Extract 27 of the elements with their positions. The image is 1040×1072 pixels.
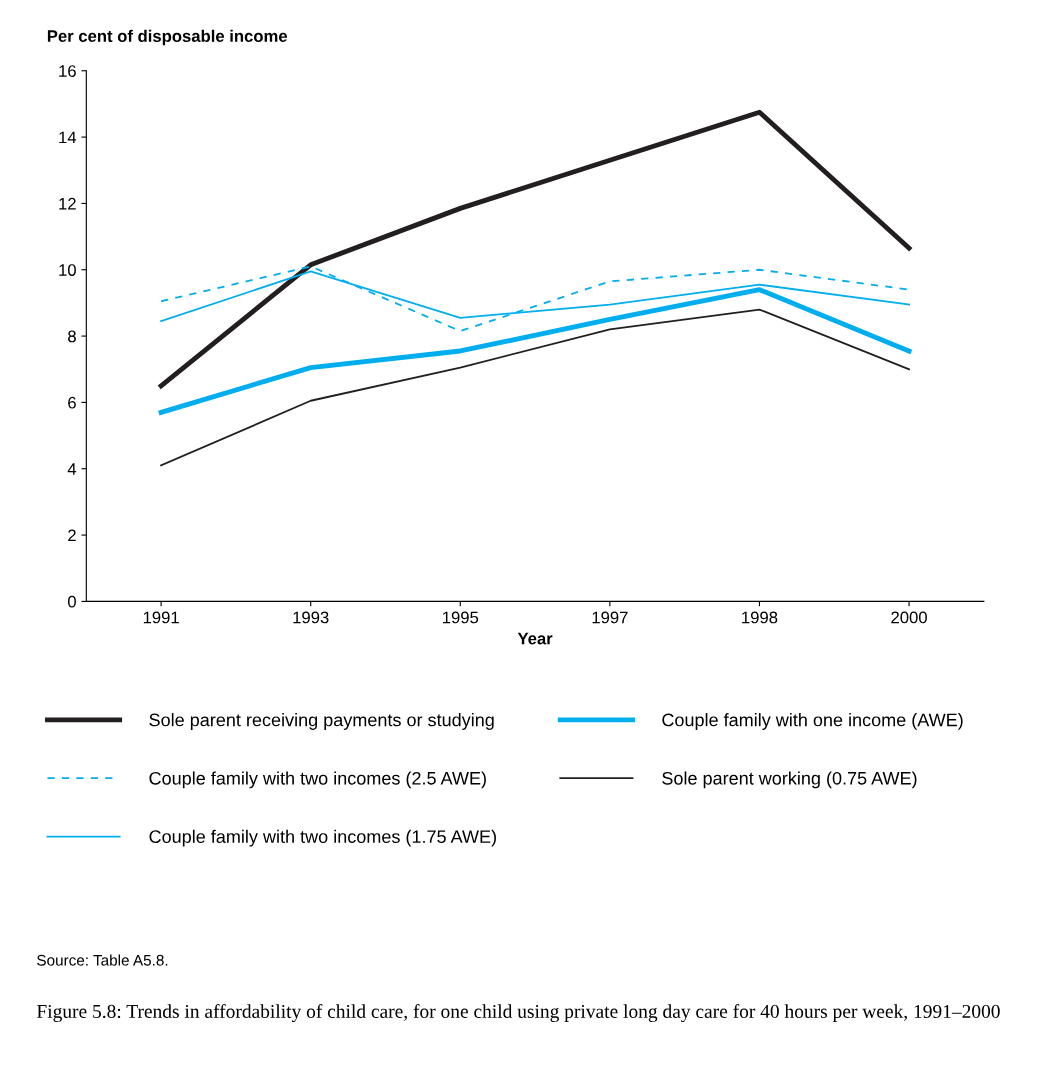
legend-label: Sole parent working (0.75 AWE) bbox=[662, 771, 917, 789]
caption: Figure 5.8: Trends in affordability of child care, for one child using private long day care for 40 hours per week, 1991–2000 bbox=[36, 1004, 1000, 1022]
y-tick-label: 8 bbox=[68, 330, 76, 343]
y-tick-label: 2 bbox=[68, 529, 76, 542]
x-tick-label: 1998 bbox=[742, 611, 778, 624]
legend-label: Couple family with two incomes (2.5 AWE) bbox=[149, 771, 486, 789]
source-note: Source: Table A5.8. bbox=[37, 954, 168, 966]
y-axis-title: Per cent of disposable income bbox=[47, 29, 288, 46]
line-series bbox=[160, 265, 910, 333]
legend-label: Couple family with two incomes (1.75 AWE) bbox=[149, 829, 496, 847]
y-tick-label: 12 bbox=[59, 197, 76, 210]
x-axis-title: Year bbox=[517, 632, 553, 645]
x-tick-label: 1993 bbox=[293, 611, 329, 624]
x-tick-label: 1995 bbox=[443, 611, 479, 624]
y-tick-label: 0 bbox=[67, 595, 76, 608]
line-series bbox=[160, 308, 910, 467]
legend-label: Couple family with one income (AWE) bbox=[662, 713, 963, 730]
x-tick-label: 2000 bbox=[891, 611, 927, 624]
y-tick-label: 16 bbox=[59, 65, 76, 77]
line-series bbox=[158, 109, 912, 389]
x-tick-label: 1997 bbox=[592, 611, 628, 624]
y-tick-label: 4 bbox=[67, 463, 77, 475]
y-tick-label: 14 bbox=[59, 131, 77, 144]
y-tick-label: 10 bbox=[59, 264, 76, 276]
y-tick-label: 6 bbox=[68, 396, 76, 409]
legend-label: Sole parent receiving payments or studying bbox=[149, 713, 494, 730]
x-tick-label: 1991 bbox=[143, 611, 179, 624]
